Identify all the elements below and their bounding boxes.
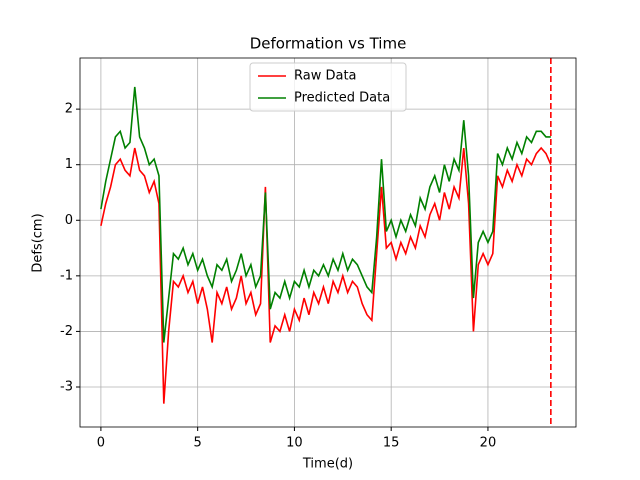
chart-title: Deformation vs Time: [250, 35, 407, 53]
x-tick-label: 10: [286, 436, 303, 451]
y-tick-label: 0: [65, 213, 73, 228]
y-tick-label: -1: [60, 268, 73, 283]
legend-box: [249, 62, 407, 112]
legend-label: Predicted Data: [294, 91, 390, 106]
data-line: [100, 146, 552, 404]
plot-frame: [79, 57, 577, 428]
data-line: [100, 86, 551, 343]
x-tick-label: 5: [194, 436, 202, 451]
x-tick-label: 20: [480, 436, 497, 451]
y-tick-label: -3: [60, 379, 73, 394]
x-axis-label: Time(d): [302, 457, 353, 472]
legend-label: Raw Data: [294, 69, 357, 84]
x-tick-label: 0: [97, 436, 105, 451]
y-axis-label: Defs(cm): [31, 213, 46, 272]
y-tick-label: 2: [65, 102, 73, 117]
y-tick-label: 1: [65, 157, 73, 172]
y-tick-label: -2: [60, 324, 73, 339]
x-tick-label: 15: [383, 436, 400, 451]
